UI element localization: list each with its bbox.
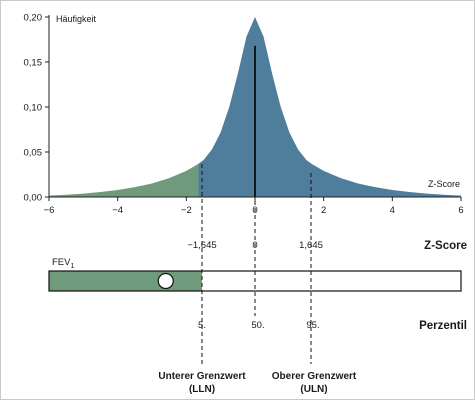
percentile-label-95: 95. [306,320,319,331]
y-tick-label: 0,20 [24,13,43,24]
x-tick-label: −4 [112,205,123,216]
z-label-lln: −1,645 [187,240,216,251]
y-tick-label: 0,00 [24,193,43,204]
x-tick-label: −6 [44,205,55,216]
x-tick-label: 4 [390,205,395,216]
fev1-label: FEV1 [52,257,74,270]
y-axis-ticks: 0,00 0,05 0,10 0,15 0,20 [24,13,49,204]
x-tick-label: 2 [321,205,326,216]
y-tick-label: 0,05 [24,148,43,159]
lln-label-line2: (LLN) [189,384,215,395]
x-axis-title: Z-Score [428,179,460,189]
uln-label-line2: (ULN) [300,384,327,395]
area-below-lln [49,163,199,197]
y-axis-title: Häufigkeit [56,14,97,24]
x-tick-label: 6 [458,205,463,216]
y-tick-label: 0,10 [24,103,43,114]
percentile-scale-title: Perzentil [419,320,467,332]
fev1-bar-low-segment [49,271,202,291]
fev1-value-marker [157,272,174,290]
x-axis-ticks: −6−4−20246 [44,197,464,216]
lln-label-line1: Unterer Grenzwert [158,371,246,382]
area-normal-range [198,17,461,197]
z-score-scale-title: Z-Score [424,240,467,252]
y-tick-label: 0,15 [24,58,43,69]
uln-label-line1: Oberer Grenzwert [272,371,357,382]
x-tick-label: −2 [181,205,192,216]
percentile-label-50: 50. [251,320,264,331]
